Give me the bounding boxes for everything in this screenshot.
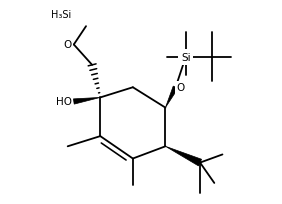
Text: O: O	[177, 83, 185, 93]
Polygon shape	[73, 98, 100, 105]
Text: HO: HO	[56, 97, 72, 107]
Polygon shape	[166, 147, 202, 166]
Text: Si: Si	[181, 52, 191, 62]
Text: O: O	[63, 40, 72, 50]
Polygon shape	[166, 87, 178, 108]
Text: H₃Si: H₃Si	[52, 10, 72, 20]
